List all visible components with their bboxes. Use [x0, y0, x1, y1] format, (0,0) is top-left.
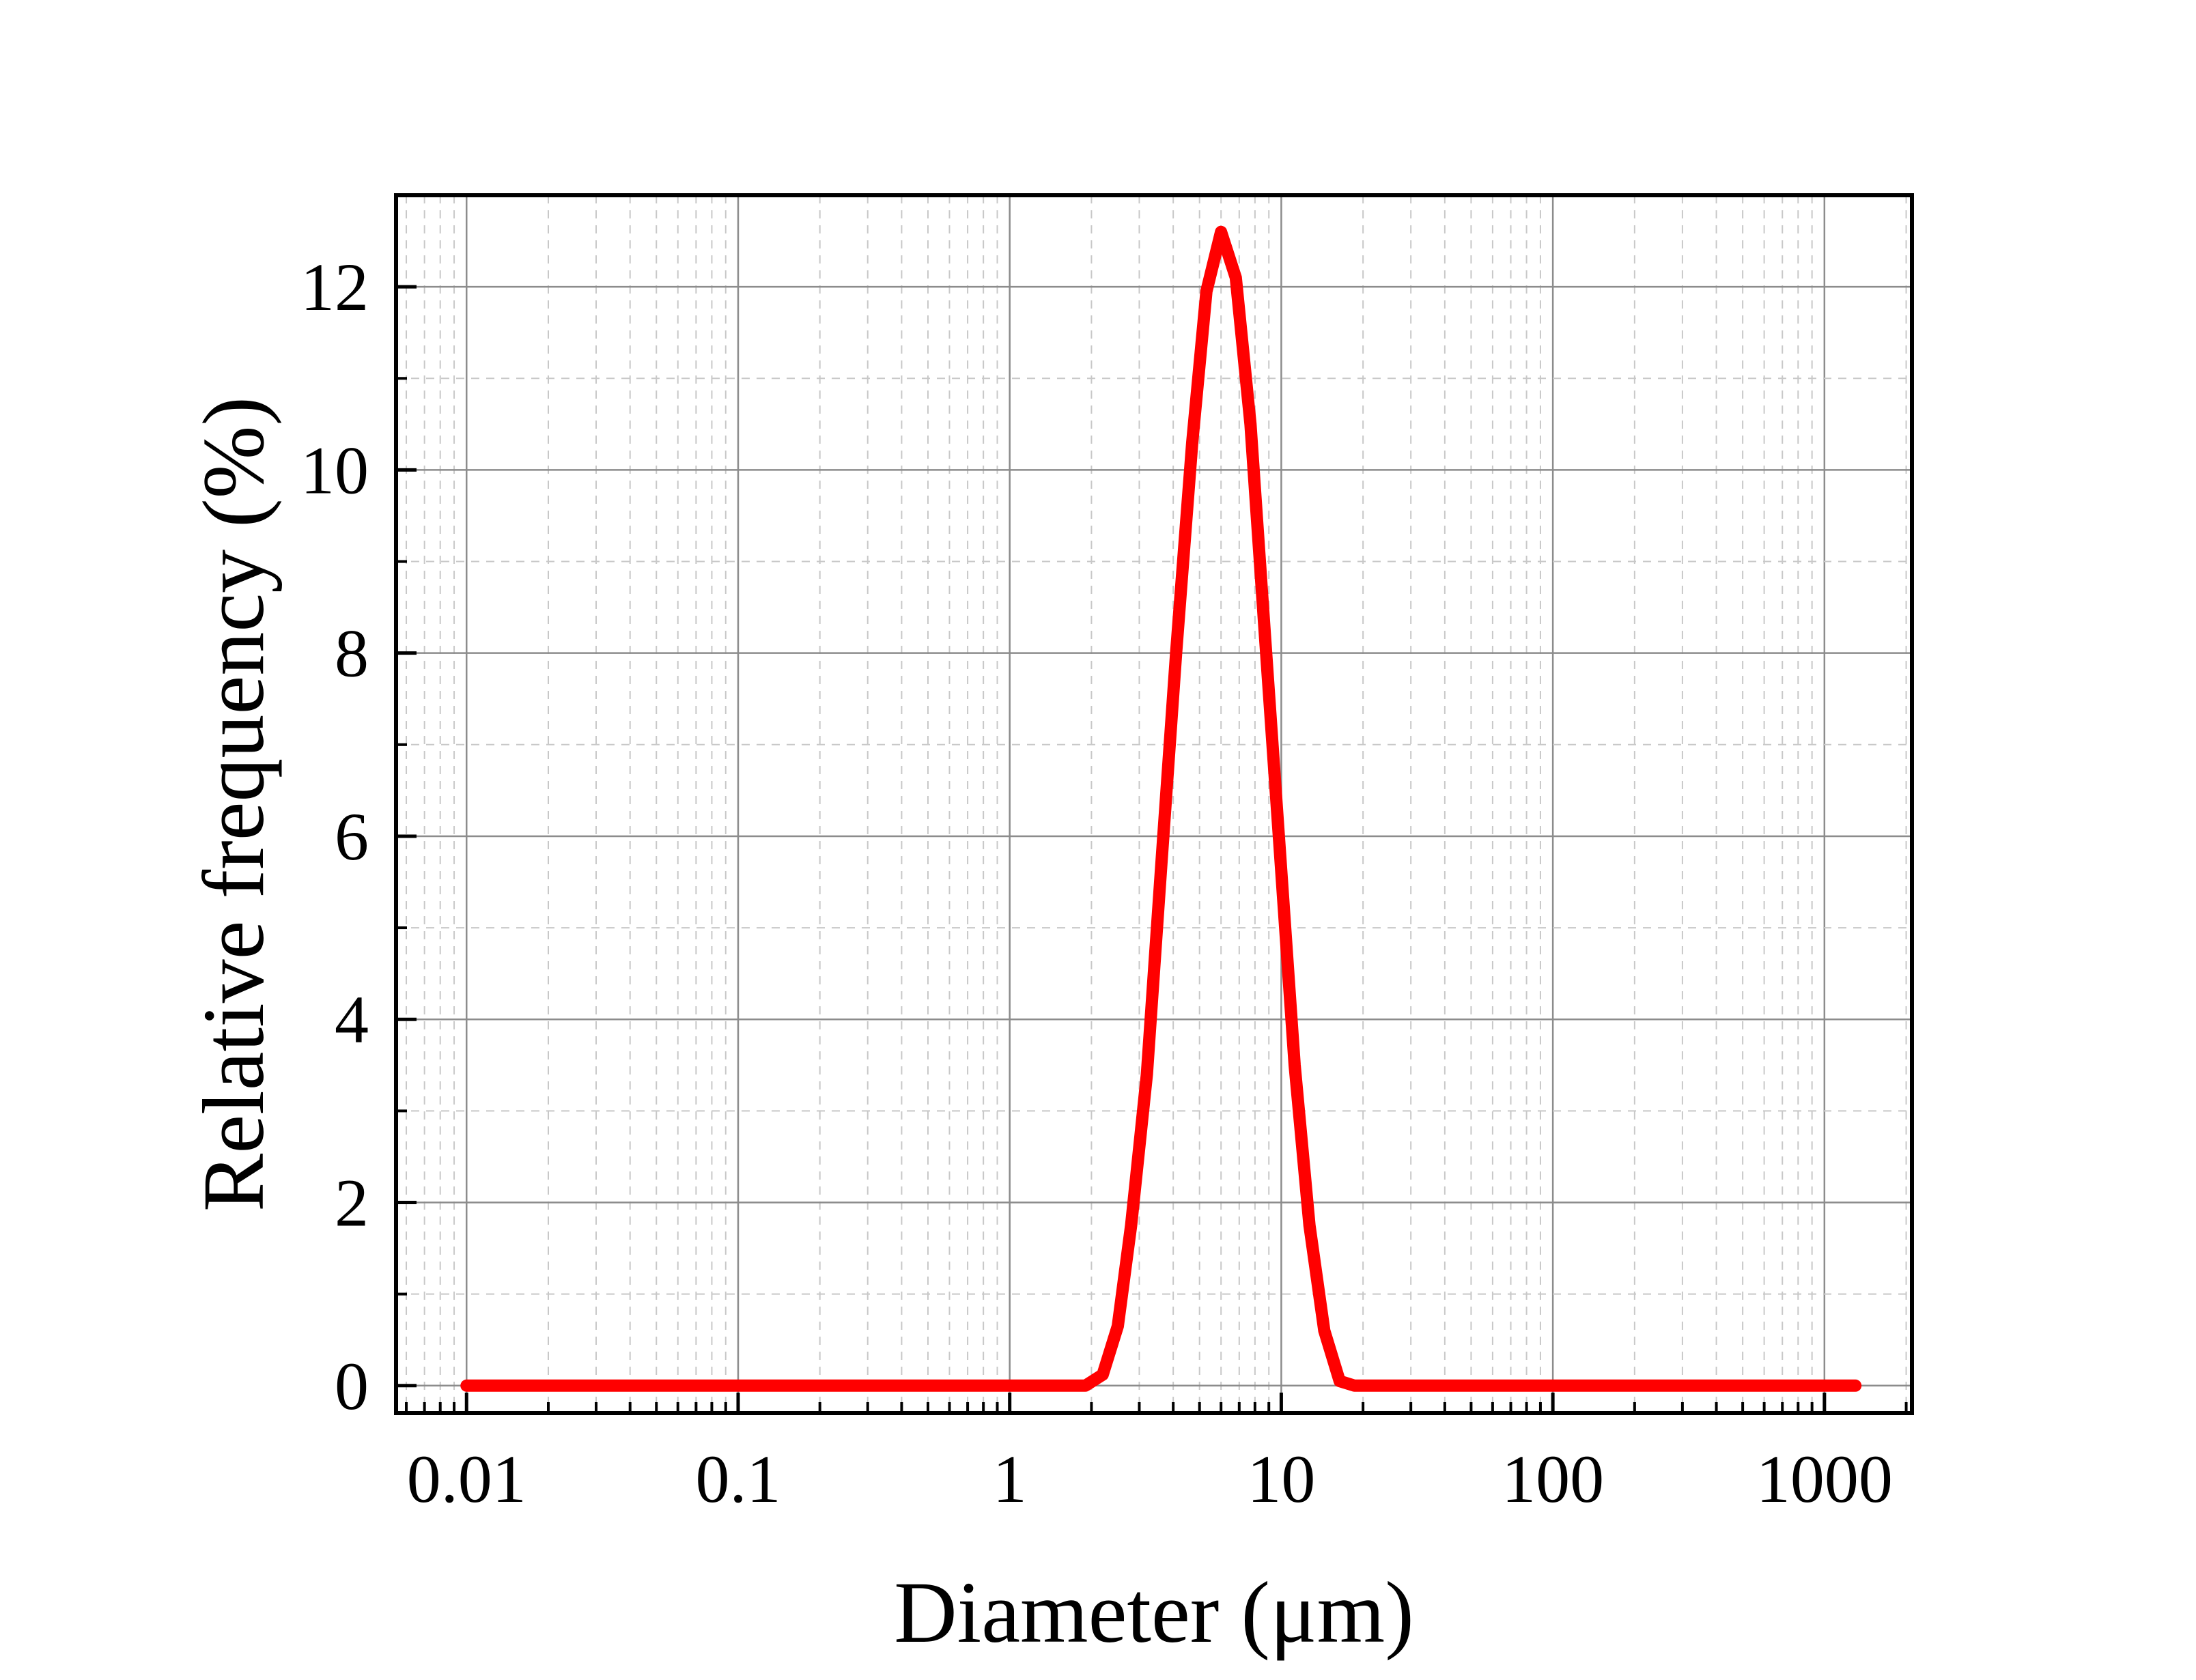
- plot-frame: [394, 193, 1914, 1415]
- x-tick-label: 0.1: [695, 1441, 780, 1517]
- series-layer: [460, 225, 1862, 1392]
- x-tick-label: 1000: [1756, 1441, 1893, 1517]
- y-tick-label: 2: [335, 1165, 369, 1240]
- x-tick-label: 1: [993, 1441, 1027, 1517]
- grid: [396, 195, 1912, 1413]
- y-tick-label: 0: [335, 1348, 369, 1424]
- x-tick-label: 100: [1502, 1441, 1604, 1517]
- x-axis-title: Diameter (μm): [894, 1564, 1414, 1661]
- y-axis-title: Relative frequency (%): [185, 397, 282, 1212]
- y-tick-label: 12: [300, 249, 369, 325]
- x-tick-label: 10: [1247, 1441, 1315, 1517]
- y-tick-label: 10: [300, 432, 369, 508]
- series-line: [460, 225, 1862, 1392]
- y-tick-label: 8: [335, 616, 369, 692]
- y-tick-label: 4: [335, 982, 369, 1057]
- y-tick-label: 6: [335, 799, 369, 874]
- x-tick-label: 0.01: [407, 1441, 526, 1517]
- axes: [394, 193, 1914, 1415]
- tick-labels: 0.01 0.1 1 10 100 1000 0 2 4 6 8 10 12: [300, 249, 1893, 1517]
